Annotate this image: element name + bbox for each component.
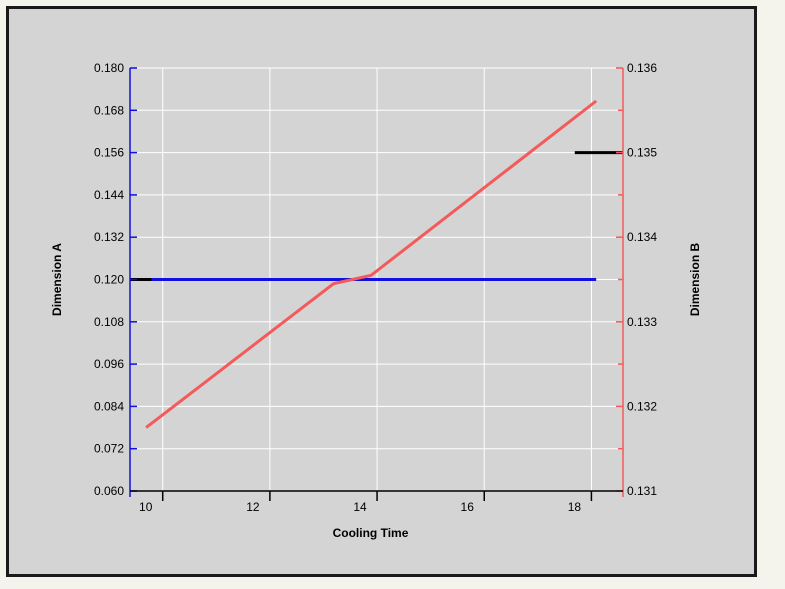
y-left-tick-label: 0.072 bbox=[94, 442, 124, 456]
x-tick-label: 16 bbox=[461, 500, 475, 514]
x-tick-label: 12 bbox=[246, 500, 260, 514]
series-line-1 bbox=[145, 99, 598, 429]
x-axis-title: Cooling Time bbox=[333, 526, 409, 540]
y-left-tick-label: 0.060 bbox=[94, 484, 124, 498]
series-layer bbox=[130, 99, 623, 429]
y-left-tick-label: 0.132 bbox=[94, 230, 124, 244]
y-right-tick-label: 0.132 bbox=[627, 399, 657, 413]
y-left-tick-label: 0.144 bbox=[94, 188, 124, 202]
tick-labels: 0.060 0.072 0.084 0.096 0.108 0.120 0.132 0.144… bbox=[94, 61, 657, 514]
chart-frame: 0.060 0.072 0.084 0.096 0.108 0.120 0.132 0.144… bbox=[6, 6, 757, 577]
x-tick-label: 14 bbox=[353, 500, 367, 514]
y-left-tick-label: 0.084 bbox=[94, 399, 124, 413]
y-left-tick-label: 0.168 bbox=[94, 103, 124, 117]
y-left-tick-label: 0.120 bbox=[94, 273, 124, 287]
y-left-tick-label: 0.156 bbox=[94, 146, 124, 160]
y-left-tick-label: 0.180 bbox=[94, 61, 124, 75]
y-left-tick-label: 0.108 bbox=[94, 315, 124, 329]
y-axis-left-title: Dimension A bbox=[50, 243, 64, 316]
y-right-tick-label: 0.135 bbox=[627, 146, 657, 160]
y-right-tick-label: 0.131 bbox=[627, 484, 657, 498]
y-axis-right-title: Dimension B bbox=[688, 242, 702, 316]
axes bbox=[129, 67, 624, 501]
chart: 0.060 0.072 0.084 0.096 0.108 0.120 0.132 0.144… bbox=[50, 61, 702, 540]
y-right-tick-label: 0.134 bbox=[627, 230, 657, 244]
y-right-tick-label: 0.133 bbox=[627, 315, 657, 329]
x-tick-label: 10 bbox=[139, 500, 153, 514]
y-left-tick-label: 0.096 bbox=[94, 357, 124, 371]
y-right-tick-label: 0.136 bbox=[627, 61, 657, 75]
x-tick-label: 18 bbox=[568, 500, 582, 514]
